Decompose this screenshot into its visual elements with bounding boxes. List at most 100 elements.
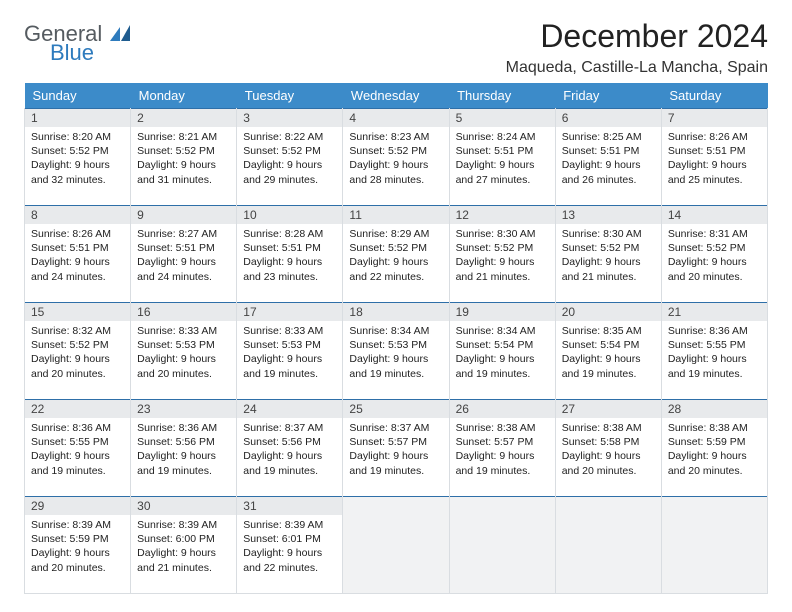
sunrise-line: Sunrise: 8:23 AM bbox=[349, 130, 442, 144]
day-number: 20 bbox=[556, 303, 661, 321]
sunset-line: Sunset: 6:00 PM bbox=[137, 532, 230, 546]
sunset-line: Sunset: 5:53 PM bbox=[349, 338, 442, 352]
calendar-empty-cell bbox=[661, 497, 767, 594]
calendar-day-cell: 10Sunrise: 8:28 AMSunset: 5:51 PMDayligh… bbox=[237, 206, 343, 303]
sunset-line: Sunset: 5:52 PM bbox=[562, 241, 655, 255]
calendar-day-cell: 28 Sunrise: 8:38 AMSunset: 5:59 PMDayligh… bbox=[661, 400, 767, 497]
day-number: 25 bbox=[343, 400, 448, 418]
daylight-line: Daylight: 9 hours and 31 minutes. bbox=[137, 158, 230, 186]
sunset-line: Sunset: 5:51 PM bbox=[668, 144, 761, 158]
day-number: 29 bbox=[25, 497, 130, 515]
calendar-day-cell: 25Sunrise: 8:37 AMSunset: 5:57 PMDayligh… bbox=[343, 400, 449, 497]
sunrise-line: Sunrise: 8:24 AM bbox=[456, 130, 549, 144]
day-header: Tuesday bbox=[237, 83, 343, 109]
sunrise-line: Sunrise: 8:26 AM bbox=[31, 227, 124, 241]
sunrise-line: Sunrise: 8:38 AM bbox=[668, 421, 761, 435]
daylight-line: Daylight: 9 hours and 20 minutes. bbox=[668, 449, 761, 477]
day-number: 8 bbox=[25, 206, 130, 224]
calendar-empty-cell bbox=[343, 497, 449, 594]
sunrise-line: Sunrise: 8:38 AM bbox=[456, 421, 549, 435]
sunrise-line: Sunrise: 8:26 AM bbox=[668, 130, 761, 144]
sunrise-line: Sunrise: 8:20 AM bbox=[31, 130, 124, 144]
daylight-line: Daylight: 9 hours and 22 minutes. bbox=[243, 546, 336, 574]
calendar-week-row: 15Sunrise: 8:32 AMSunset: 5:52 PMDayligh… bbox=[25, 303, 768, 400]
calendar-day-cell: 8Sunrise: 8:26 AMSunset: 5:51 PMDaylight… bbox=[25, 206, 131, 303]
sunrise-line: Sunrise: 8:28 AM bbox=[243, 227, 336, 241]
daylight-line: Daylight: 9 hours and 28 minutes. bbox=[349, 158, 442, 186]
sunrise-line: Sunrise: 8:32 AM bbox=[31, 324, 124, 338]
day-number: 27 bbox=[556, 400, 661, 418]
page-title: December 2024 bbox=[506, 18, 768, 55]
calendar-day-cell: 5Sunrise: 8:24 AMSunset: 5:51 PMDaylight… bbox=[449, 109, 555, 206]
title-block: December 2024 Maqueda, Castille-La Manch… bbox=[506, 18, 768, 77]
calendar-table: SundayMondayTuesdayWednesdayThursdayFrid… bbox=[24, 83, 768, 594]
sunset-line: Sunset: 5:56 PM bbox=[243, 435, 336, 449]
sunset-line: Sunset: 5:52 PM bbox=[31, 144, 124, 158]
sunrise-line: Sunrise: 8:39 AM bbox=[137, 518, 230, 532]
calendar-day-cell: 1Sunrise: 8:20 AMSunset: 5:52 PMDaylight… bbox=[25, 109, 131, 206]
daylight-line: Daylight: 9 hours and 19 minutes. bbox=[668, 352, 761, 380]
calendar-week-row: 8Sunrise: 8:26 AMSunset: 5:51 PMDaylight… bbox=[25, 206, 768, 303]
daylight-line: Daylight: 9 hours and 19 minutes. bbox=[31, 449, 124, 477]
header: General Blue December 2024 Maqueda, Cast… bbox=[24, 18, 768, 77]
day-number: 31 bbox=[237, 497, 342, 515]
calendar-day-cell: 19Sunrise: 8:34 AMSunset: 5:54 PMDayligh… bbox=[449, 303, 555, 400]
sunrise-line: Sunrise: 8:34 AM bbox=[349, 324, 442, 338]
calendar-day-cell: 12Sunrise: 8:30 AMSunset: 5:52 PMDayligh… bbox=[449, 206, 555, 303]
calendar-day-cell: 7Sunrise: 8:26 AMSunset: 5:51 PMDaylight… bbox=[661, 109, 767, 206]
daylight-line: Daylight: 9 hours and 19 minutes. bbox=[562, 352, 655, 380]
sunrise-line: Sunrise: 8:36 AM bbox=[31, 421, 124, 435]
calendar-day-cell: 2Sunrise: 8:21 AMSunset: 5:52 PMDaylight… bbox=[131, 109, 237, 206]
daylight-line: Daylight: 9 hours and 19 minutes. bbox=[243, 449, 336, 477]
day-number: 1 bbox=[25, 109, 130, 127]
sunrise-line: Sunrise: 8:25 AM bbox=[562, 130, 655, 144]
calendar-day-cell: 31Sunrise: 8:39 AMSunset: 6:01 PMDayligh… bbox=[237, 497, 343, 594]
calendar-day-cell: 13Sunrise: 8:30 AMSunset: 5:52 PMDayligh… bbox=[555, 206, 661, 303]
day-number: 21 bbox=[662, 303, 767, 321]
day-number: 7 bbox=[662, 109, 767, 127]
day-number: 15 bbox=[25, 303, 130, 321]
sunrise-line: Sunrise: 8:33 AM bbox=[243, 324, 336, 338]
day-number: 28 bbox=[662, 400, 767, 418]
sunrise-line: Sunrise: 8:33 AM bbox=[137, 324, 230, 338]
calendar-day-cell: 20Sunrise: 8:35 AMSunset: 5:54 PMDayligh… bbox=[555, 303, 661, 400]
day-number: 16 bbox=[131, 303, 236, 321]
sunset-line: Sunset: 5:52 PM bbox=[349, 241, 442, 255]
sunrise-line: Sunrise: 8:27 AM bbox=[137, 227, 230, 241]
daylight-line: Daylight: 9 hours and 27 minutes. bbox=[456, 158, 549, 186]
day-number: 12 bbox=[450, 206, 555, 224]
sunset-line: Sunset: 5:55 PM bbox=[668, 338, 761, 352]
sunset-line: Sunset: 5:51 PM bbox=[137, 241, 230, 255]
day-number: 24 bbox=[237, 400, 342, 418]
sunset-line: Sunset: 5:53 PM bbox=[137, 338, 230, 352]
day-number: 2 bbox=[131, 109, 236, 127]
sunset-line: Sunset: 5:59 PM bbox=[668, 435, 761, 449]
calendar-day-cell: 16Sunrise: 8:33 AMSunset: 5:53 PMDayligh… bbox=[131, 303, 237, 400]
sunset-line: Sunset: 5:52 PM bbox=[668, 241, 761, 255]
calendar-day-cell: 15Sunrise: 8:32 AMSunset: 5:52 PMDayligh… bbox=[25, 303, 131, 400]
calendar-day-cell: 6Sunrise: 8:25 AMSunset: 5:51 PMDaylight… bbox=[555, 109, 661, 206]
location-label: Maqueda, Castille-La Mancha, Spain bbox=[506, 59, 768, 77]
calendar-day-cell: 22Sunrise: 8:36 AMSunset: 5:55 PMDayligh… bbox=[25, 400, 131, 497]
sunset-line: Sunset: 5:52 PM bbox=[456, 241, 549, 255]
day-number: 5 bbox=[450, 109, 555, 127]
sunrise-line: Sunrise: 8:35 AM bbox=[562, 324, 655, 338]
daylight-line: Daylight: 9 hours and 19 minutes. bbox=[349, 352, 442, 380]
calendar-week-row: 1Sunrise: 8:20 AMSunset: 5:52 PMDaylight… bbox=[25, 109, 768, 206]
sunrise-line: Sunrise: 8:37 AM bbox=[349, 421, 442, 435]
sunset-line: Sunset: 5:58 PM bbox=[562, 435, 655, 449]
sunset-line: Sunset: 5:52 PM bbox=[137, 144, 230, 158]
sunset-line: Sunset: 5:59 PM bbox=[31, 532, 124, 546]
day-number: 9 bbox=[131, 206, 236, 224]
sunrise-line: Sunrise: 8:39 AM bbox=[31, 518, 124, 532]
sail-icon bbox=[110, 21, 132, 46]
calendar-day-cell: 9Sunrise: 8:27 AMSunset: 5:51 PMDaylight… bbox=[131, 206, 237, 303]
day-number: 6 bbox=[556, 109, 661, 127]
calendar-header-row: SundayMondayTuesdayWednesdayThursdayFrid… bbox=[25, 83, 768, 109]
daylight-line: Daylight: 9 hours and 19 minutes. bbox=[137, 449, 230, 477]
day-number: 4 bbox=[343, 109, 448, 127]
sunrise-line: Sunrise: 8:37 AM bbox=[243, 421, 336, 435]
sunset-line: Sunset: 5:52 PM bbox=[243, 144, 336, 158]
sunrise-line: Sunrise: 8:30 AM bbox=[456, 227, 549, 241]
day-header: Thursday bbox=[449, 83, 555, 109]
